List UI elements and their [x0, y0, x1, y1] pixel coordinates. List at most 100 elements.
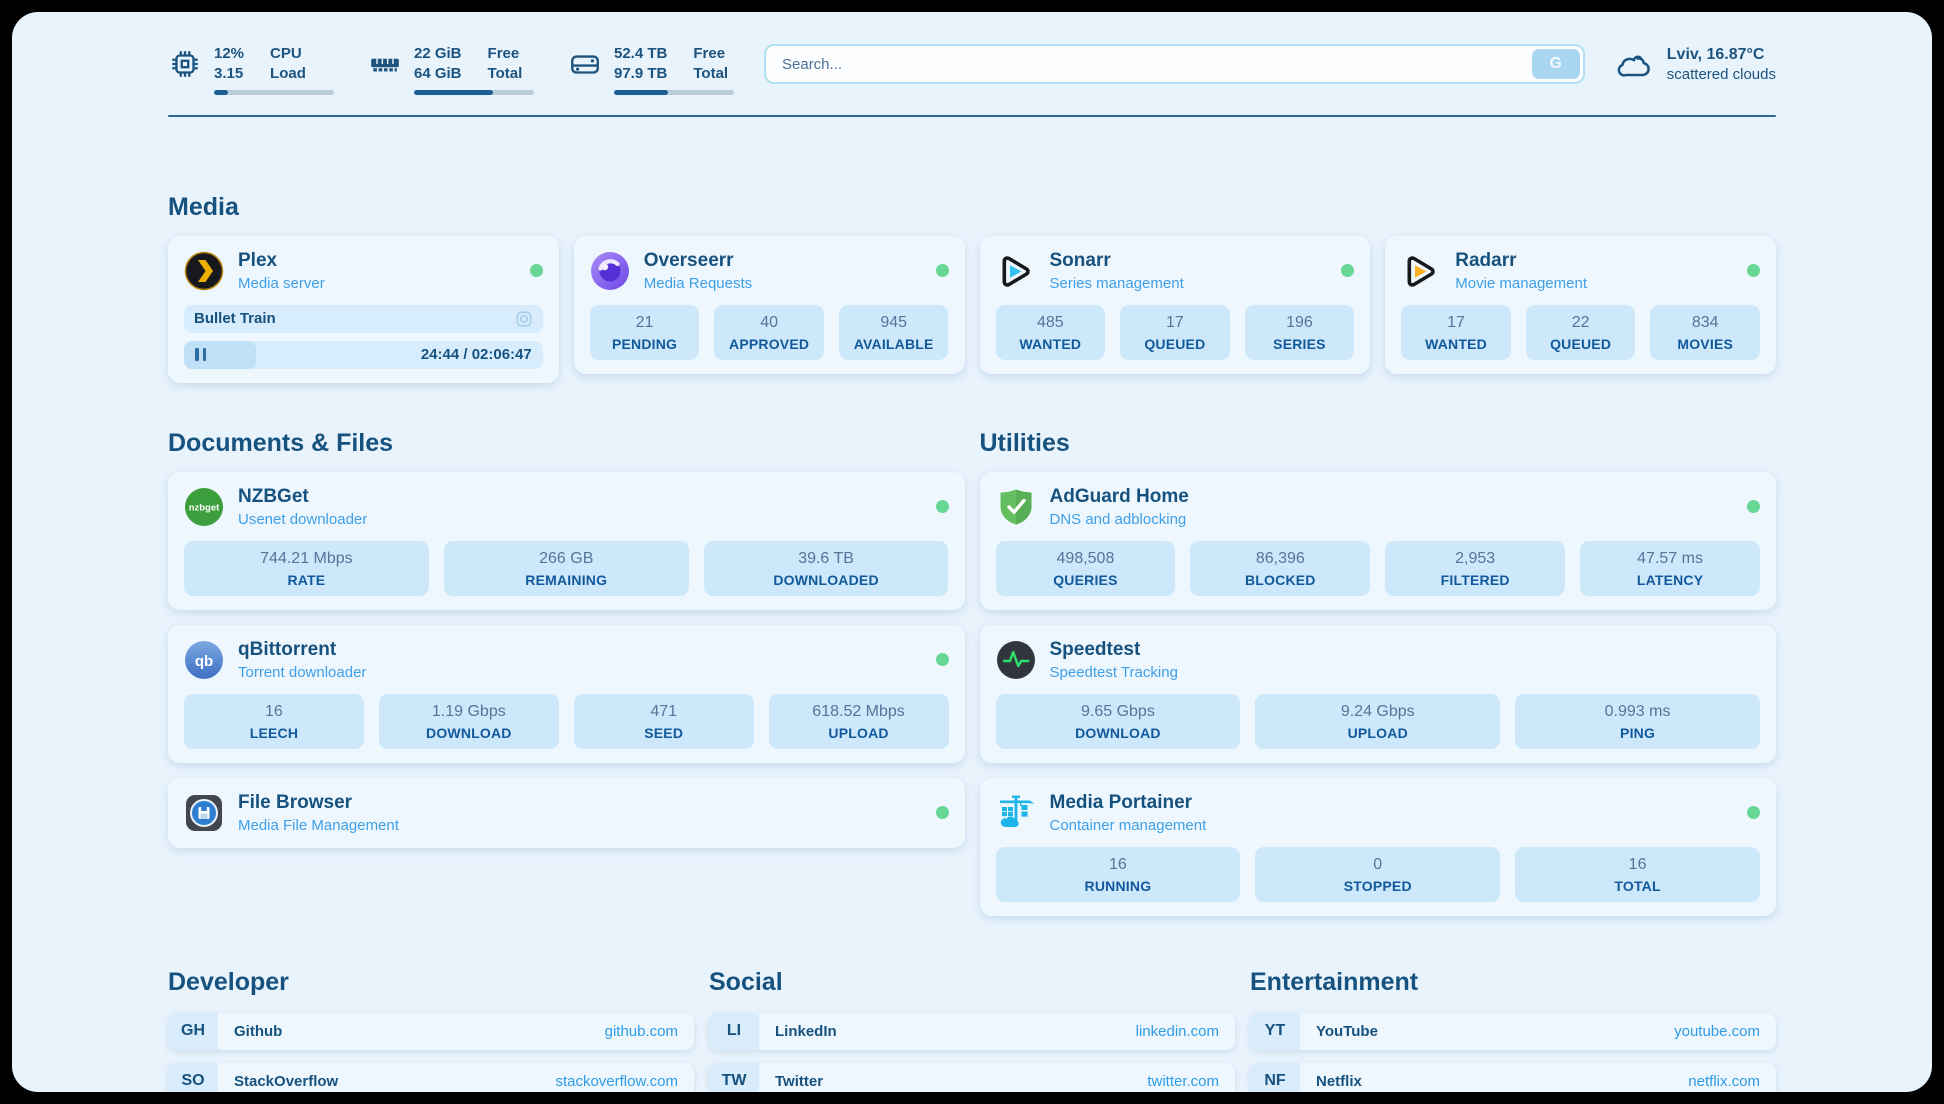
cloud-icon — [1617, 55, 1650, 77]
stat-value: 618.52 Mbps — [812, 702, 905, 720]
status-dot — [1747, 806, 1760, 819]
stat-box: 17 WANTED — [1401, 304, 1511, 360]
stat-value: 21 — [635, 313, 654, 331]
memory-progress-fill — [414, 89, 494, 95]
bookmark-name: Github — [234, 1022, 283, 1040]
service-card-radarr[interactable]: Radarr Movie management 17 WANTED 22 QUEUE… — [1385, 235, 1776, 374]
stat-label: FILTERED — [1440, 571, 1510, 588]
stat-box: 21 PENDING — [589, 304, 700, 360]
stat-value: 86,396 — [1255, 549, 1305, 567]
stat-label: DOWNLOADED — [773, 571, 879, 588]
portainer-icon — [999, 795, 1034, 827]
status-dot — [1341, 264, 1355, 277]
qbittorrent-icon: qb — [185, 640, 223, 679]
header-divider — [168, 114, 1776, 117]
cpu-widget: 12% 3.15 CPU Load — [168, 44, 334, 95]
section-documents: Documents & Files nzbget NZBGet Usenet d… — [168, 429, 965, 916]
search-bar: G — [764, 44, 1585, 84]
service-card-adguard[interactable]: AdGuard Home DNS and adblocking 498,508 Q… — [979, 471, 1776, 610]
svg-text:nzbget: nzbget — [189, 502, 220, 513]
app-title: Sonarr — [1049, 249, 1111, 271]
bookmark-github[interactable]: GH Github github.com — [168, 1012, 694, 1050]
memory-widget: 22 GiB 64 GiB Free Total — [368, 44, 534, 95]
disk-progress-bar — [614, 89, 734, 95]
app-subtitle: Usenet downloader — [238, 510, 368, 528]
app-subtitle: Speedtest Tracking — [1049, 663, 1178, 681]
stat-value: 266 GB — [539, 549, 594, 567]
bookmark-youtube[interactable]: YT YouTube youtube.com — [1250, 1012, 1776, 1050]
stat-value: 0.993 ms — [1604, 702, 1671, 720]
bookmark-abbr: GH — [168, 1012, 218, 1050]
now-playing-title: Bullet Train — [194, 310, 276, 327]
stat-label: WANTED — [1019, 335, 1082, 352]
stat-label: UPLOAD — [828, 724, 889, 741]
bookmark-stackoverflow[interactable]: SO StackOverflow stackoverflow.com — [168, 1062, 694, 1092]
app-title: Speedtest — [1049, 638, 1141, 660]
bookmark-name: YouTube — [1316, 1022, 1378, 1040]
app-subtitle: Media Requests — [643, 274, 753, 292]
service-card-portainer[interactable]: Media Portainer Container management 16 R… — [979, 777, 1776, 916]
stat-box: 47.57 ms LATENCY — [1580, 540, 1760, 596]
camera-icon[interactable] — [515, 310, 533, 328]
stat-label: SEED — [644, 724, 684, 741]
stat-box: 17 QUEUED — [1120, 304, 1230, 360]
service-card-sonarr[interactable]: Sonarr Series management 485 WANTED 17 QUE… — [979, 235, 1371, 374]
stat-label: MOVIES — [1677, 335, 1734, 352]
pause-icon[interactable] — [195, 348, 206, 361]
stat-value: 17 — [1447, 313, 1465, 331]
stat-box: 0.993 ms PING — [1515, 693, 1760, 749]
filebrowser-icon — [186, 794, 222, 831]
stat-value: 834 — [1691, 313, 1719, 331]
stat-box: 618.52 Mbps UPLOAD — [768, 693, 949, 749]
bookmark-group-entertainment: Entertainment YT YouTube youtube.com NF … — [1250, 968, 1776, 1092]
stat-box: 945 AVAILABLE — [838, 304, 949, 360]
status-dot — [529, 264, 543, 277]
stat-box: 2,953 FILTERED — [1385, 540, 1566, 596]
bookmark-netflix[interactable]: NF Netflix netflix.com — [1250, 1062, 1776, 1092]
service-card-qbittorrent[interactable]: qb qBittorrent Torrent downloader 16 LEEC… — [168, 624, 965, 763]
memory-label-top: Free — [487, 45, 520, 62]
service-card-plex[interactable]: Plex Media server Bullet Train 24:44 / 0… — [168, 235, 559, 383]
memory-icon — [371, 58, 399, 72]
bookmark-abbr: SO — [168, 1062, 218, 1092]
stat-value: 16 — [1109, 855, 1127, 873]
bookmark-url: twitter.com — [1147, 1072, 1219, 1090]
status-dot — [1747, 500, 1760, 513]
svg-text:qb: qb — [195, 653, 213, 670]
stat-box: 9.65 Gbps DOWNLOAD — [995, 693, 1241, 749]
service-card-overseerr[interactable]: Overseerr Media Requests 21 PENDING 40 APP… — [573, 235, 965, 374]
stat-label: UPLOAD — [1347, 724, 1408, 741]
stat-label: WANTED — [1425, 335, 1487, 352]
sonarr-icon — [1002, 255, 1030, 287]
status-dot — [935, 653, 949, 666]
cpu-progress-bar — [214, 89, 334, 95]
app-subtitle: DNS and adblocking — [1049, 510, 1187, 528]
service-card-filebrowser[interactable]: File Browser Media File Management — [168, 777, 965, 848]
stat-label: PENDING — [611, 335, 678, 352]
app-title: qBittorrent — [238, 638, 337, 660]
stat-label: SERIES — [1273, 335, 1326, 352]
stat-value: 498,508 — [1056, 549, 1115, 567]
bookmark-name: LinkedIn — [775, 1022, 837, 1040]
bookmark-abbr: NF — [1250, 1062, 1300, 1092]
stat-value: 47.57 ms — [1637, 549, 1703, 567]
player-progress-row[interactable]: 24:44 / 02:06:47 — [184, 340, 543, 369]
bookmark-group-social: Social LI LinkedIn linkedin.com TW Twitt… — [709, 968, 1235, 1092]
memory-label-bottom: Total — [487, 65, 523, 83]
status-dot — [935, 806, 949, 819]
disk-total-value: 97.9 TB — [614, 65, 668, 83]
service-card-nzbget[interactable]: nzbget NZBGet Usenet downloader 744.21 M… — [168, 471, 965, 610]
search-engine-button[interactable]: G — [1531, 49, 1580, 79]
memory-progress-bar — [414, 89, 534, 95]
app-subtitle: Media File Management — [238, 816, 399, 834]
search-input[interactable] — [764, 44, 1585, 84]
stat-label: QUEUED — [1550, 335, 1612, 352]
bookmark-group-developer: Developer GH Github github.com SO StackO… — [168, 968, 694, 1092]
stat-value: 2,953 — [1455, 549, 1496, 567]
bookmark-twitter[interactable]: TW Twitter twitter.com — [709, 1062, 1235, 1092]
bookmark-linkedin[interactable]: LI LinkedIn linkedin.com — [709, 1012, 1235, 1050]
service-card-speedtest[interactable]: Speedtest Speedtest Tracking 9.65 Gbps DO… — [979, 624, 1776, 763]
weather-widget: Lviv, 16.87°C scattered clouds — [1615, 44, 1776, 83]
plex-icon — [184, 251, 224, 290]
memory-total-value: 64 GiB — [414, 65, 462, 83]
